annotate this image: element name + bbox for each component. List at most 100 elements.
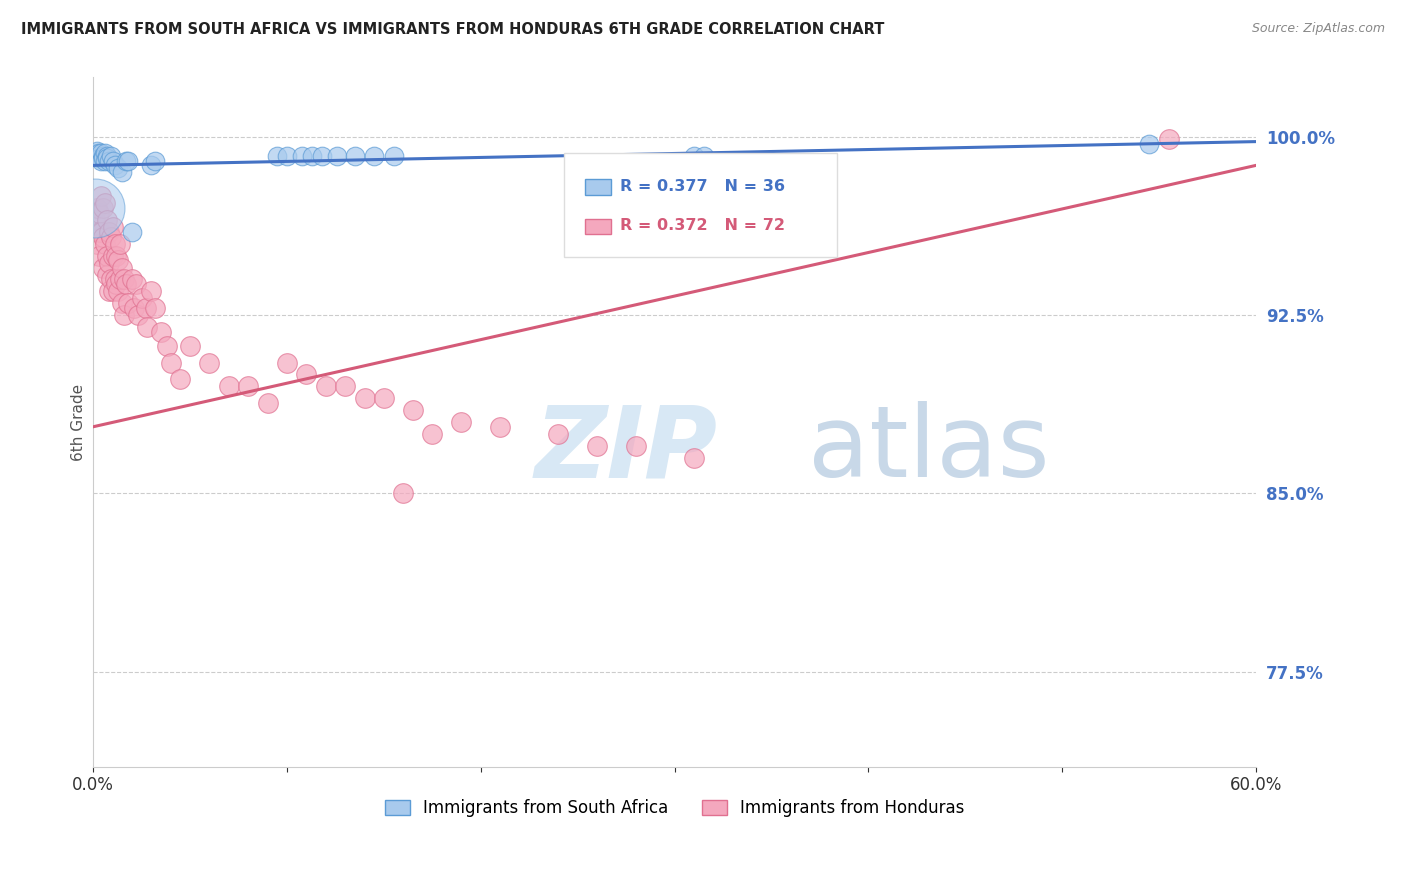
Text: atlas: atlas	[808, 401, 1050, 498]
Point	[111, 165, 134, 179]
Point	[141, 285, 163, 299]
Point	[107, 253, 129, 268]
Point	[86, 146, 108, 161]
Point	[112, 272, 135, 286]
Point	[326, 149, 349, 163]
Point	[103, 236, 125, 251]
Point	[276, 355, 298, 369]
Text: ZIP: ZIP	[536, 401, 718, 498]
Point	[90, 153, 112, 168]
Point	[683, 149, 706, 163]
Point	[101, 220, 124, 235]
Point	[489, 419, 512, 434]
Point	[624, 439, 647, 453]
Point	[150, 325, 173, 339]
Point	[115, 153, 138, 168]
Point	[97, 256, 120, 270]
Point	[315, 379, 337, 393]
Point	[333, 379, 356, 393]
Point	[143, 301, 166, 315]
Point	[87, 249, 110, 263]
Point	[1157, 132, 1180, 146]
Point	[111, 260, 134, 275]
Point	[382, 149, 405, 163]
Point	[402, 403, 425, 417]
Point	[127, 308, 149, 322]
Point	[121, 225, 143, 239]
Point	[122, 301, 145, 315]
Point	[134, 301, 156, 315]
Point	[179, 339, 201, 353]
Point	[353, 391, 375, 405]
Point	[91, 149, 114, 163]
Point	[96, 268, 118, 282]
Point	[100, 149, 122, 163]
Point	[141, 158, 163, 172]
Point	[266, 149, 288, 163]
Point	[392, 486, 415, 500]
Point	[692, 149, 714, 163]
Point	[86, 236, 108, 251]
Text: R = 0.372   N = 72: R = 0.372 N = 72	[620, 219, 785, 233]
Y-axis label: 6th Grade: 6th Grade	[72, 384, 86, 460]
Point	[125, 277, 148, 292]
Point	[101, 285, 124, 299]
Point	[450, 415, 472, 429]
Point	[97, 153, 120, 168]
Point	[84, 201, 107, 215]
Point	[156, 339, 179, 353]
Point	[90, 146, 112, 161]
Point	[1139, 136, 1161, 151]
Point	[100, 272, 122, 286]
Point	[115, 277, 138, 292]
Point	[107, 285, 129, 299]
Point	[311, 149, 333, 163]
Point	[87, 151, 110, 165]
Point	[87, 206, 110, 220]
Point	[131, 292, 153, 306]
Point	[103, 158, 125, 172]
Point	[121, 272, 143, 286]
Point	[91, 260, 114, 275]
Point	[373, 391, 395, 405]
Point	[363, 149, 385, 163]
Point	[101, 249, 124, 263]
Point	[586, 439, 609, 453]
Point	[91, 151, 114, 165]
Point	[86, 201, 108, 215]
Point	[87, 146, 110, 161]
Point	[96, 213, 118, 227]
Point	[110, 272, 132, 286]
Point	[159, 355, 181, 369]
FancyBboxPatch shape	[564, 153, 838, 257]
Point	[84, 149, 107, 163]
Point	[136, 320, 159, 334]
Point	[94, 196, 117, 211]
Point	[94, 236, 117, 251]
Point	[117, 153, 139, 168]
Point	[683, 450, 706, 465]
Point	[256, 396, 278, 410]
Point	[422, 426, 444, 441]
Point	[343, 149, 366, 163]
Point	[101, 153, 124, 168]
Point	[112, 308, 135, 322]
Legend: Immigrants from South Africa, Immigrants from Honduras: Immigrants from South Africa, Immigrants…	[378, 792, 972, 823]
Point	[97, 285, 120, 299]
Point	[90, 189, 112, 203]
FancyBboxPatch shape	[585, 179, 610, 194]
Point	[301, 149, 323, 163]
Point	[87, 225, 110, 239]
Text: R = 0.377   N = 36: R = 0.377 N = 36	[620, 178, 785, 194]
Point	[96, 151, 118, 165]
Point	[100, 229, 122, 244]
Point	[198, 355, 221, 369]
Point	[291, 149, 314, 163]
Point	[91, 229, 114, 244]
Point	[218, 379, 240, 393]
Point	[238, 379, 260, 393]
Point	[94, 146, 117, 161]
Point	[110, 236, 132, 251]
Point	[276, 149, 298, 163]
Point	[96, 149, 118, 163]
